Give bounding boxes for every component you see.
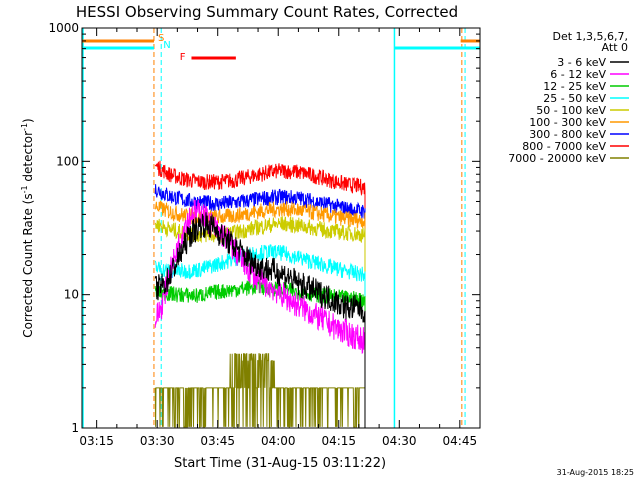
series-line-1 — [154, 199, 366, 354]
legend-label: 800 - 7000 keV — [522, 140, 606, 153]
x-axis-label: Start Time (31-Aug-15 03:11:22) — [174, 456, 386, 471]
x-tick-label: 03:45 — [200, 434, 235, 448]
legend-label: 25 - 50 keV — [543, 92, 606, 105]
x-axis: 03:15 03:30 03:45 04:00 04:15 04:30 04:45 — [79, 28, 477, 448]
plot-frame — [81, 27, 481, 429]
series-line-0 — [154, 212, 366, 323]
night-day-segments — [82, 28, 480, 428]
marker-label-s: S — [158, 33, 164, 44]
legend-label: 3 - 6 keV — [557, 56, 606, 69]
chart-title: HESSI Observing Summary Count Rates, Cor… — [76, 3, 458, 21]
series-line-8 — [154, 353, 365, 428]
legend-label: 100 - 300 keV — [529, 116, 606, 129]
legend-label: 7000 - 20000 keV — [508, 152, 606, 165]
x-tick-label: 04:45 — [443, 434, 478, 448]
legend-label: 50 - 100 keV — [536, 104, 606, 117]
legend-header-line1: Det 1,3,5,6,7, — [552, 30, 628, 43]
legend-label: 12 - 25 keV — [543, 80, 606, 93]
series-layer — [154, 160, 366, 428]
y-tick-label: 1000 — [48, 21, 79, 35]
x-tick-label: 03:30 — [140, 434, 175, 448]
x-tick-label: 04:00 — [261, 434, 296, 448]
series-line-3 — [154, 244, 366, 282]
y-axis-label: Corrected Count Rate (s-1 detector-1) — [20, 118, 35, 337]
observing-markers: SNF — [158, 33, 186, 63]
series-line-6 — [154, 184, 366, 220]
x-tick-label: 04:15 — [321, 434, 356, 448]
footer-timestamp: 31-Aug-2015 18:25 — [557, 468, 634, 477]
marker-label-n: N — [163, 40, 170, 51]
series-line-7 — [154, 160, 366, 196]
y-tick-label: 10 — [64, 288, 79, 302]
y-axis: 1 10 100 1000 — [48, 21, 480, 435]
x-tick-label: 04:30 — [382, 434, 417, 448]
legend-header-line2: Att 0 — [602, 41, 628, 54]
marker-label-f: F — [180, 52, 186, 63]
y-tick-label: 100 — [56, 154, 79, 168]
y-tick-label: 1 — [71, 421, 79, 435]
x-tick-label: 03:15 — [79, 434, 114, 448]
legend-label: 300 - 800 keV — [529, 128, 606, 141]
legend-label: 6 - 12 keV — [550, 68, 606, 81]
